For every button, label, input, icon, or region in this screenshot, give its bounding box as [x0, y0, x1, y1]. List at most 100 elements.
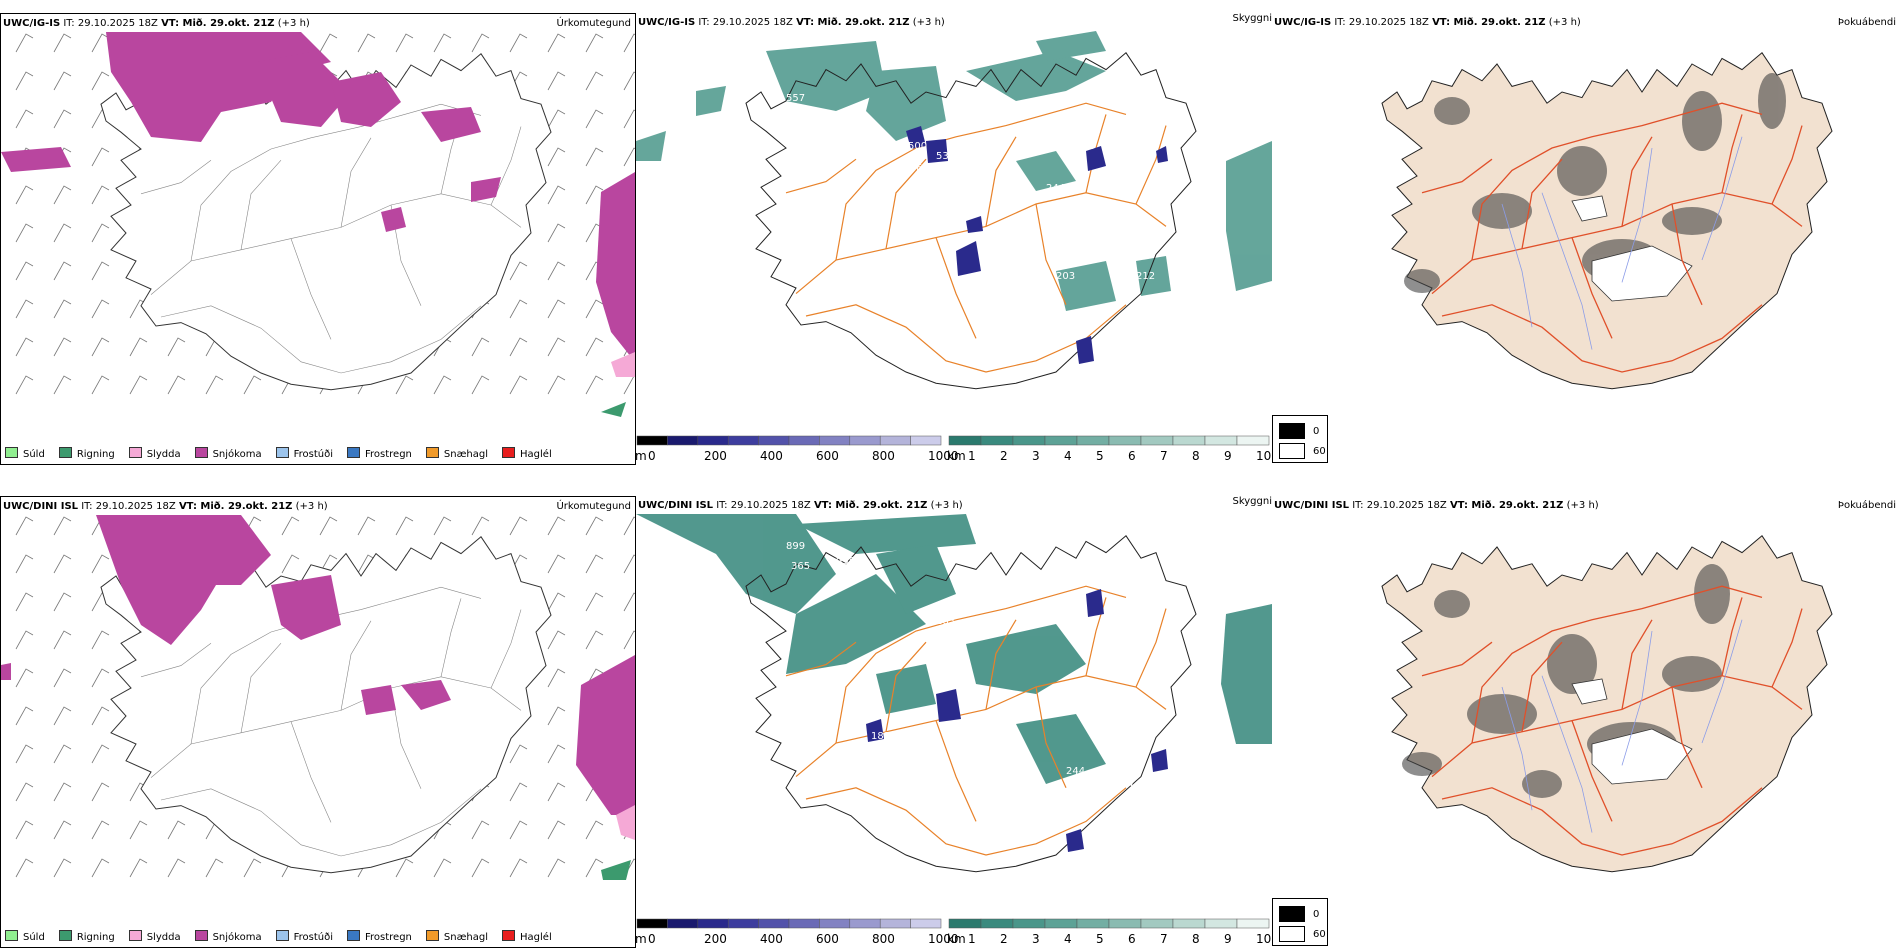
- precip-panel-top: UWC/IG-IS IT: 29.10.2025 18Z VT: Mið. 29…: [0, 13, 636, 465]
- colorbar-swatch: [758, 918, 790, 929]
- colorbar-tick: 9: [1224, 449, 1232, 463]
- precip-type-legend: Súld Rigning Slydda Snjókoma Frostúði Frostre…: [5, 930, 552, 943]
- ceiling-label: 365: [791, 561, 810, 572]
- model-name: UWC/IG-IS: [638, 17, 696, 28]
- legend-label: Snæhagl: [443, 449, 489, 460]
- colorbar-swatch: [1076, 918, 1110, 929]
- fog-map: [1381, 535, 1833, 873]
- ceiling-label: 367: [956, 576, 975, 587]
- colorbar-swatch: [636, 918, 668, 929]
- precip-map: [1, 32, 635, 417]
- ceiling-unit: m: [635, 449, 647, 463]
- colorbar-swatch: [980, 918, 1014, 929]
- model-name: UWC/DINI ISL: [638, 500, 714, 511]
- iceland-outline: [1381, 52, 1833, 390]
- precip-legend-item: Frostregn: [347, 447, 412, 460]
- precip-legend-item: Súld: [5, 930, 45, 943]
- precip-legend-item: Snjókoma: [194, 930, 262, 943]
- rivers: [1501, 136, 1743, 350]
- legend-swatch: [128, 930, 142, 941]
- ceiling-label: 294: [1046, 696, 1065, 707]
- precip-legend-item: Rigning: [58, 930, 115, 943]
- colorbar-tick: 0: [648, 932, 656, 946]
- colorbar-tick: 2: [1000, 449, 1008, 463]
- colorbar-swatch: [879, 435, 911, 446]
- ceiling-label: 212: [1136, 271, 1155, 282]
- model-name: UWC/DINI ISL: [1274, 500, 1350, 511]
- colorbar-swatch: [788, 435, 820, 446]
- legend-swatch: [347, 447, 360, 458]
- precip-legend-item: Rigning: [58, 447, 115, 460]
- colorbar-tick: 3: [1032, 932, 1040, 946]
- colorbar-swatch: [1012, 918, 1046, 929]
- ceiling-label: 615: [916, 163, 935, 174]
- legend-swatch: [425, 930, 439, 941]
- colorbar-swatch: [1140, 435, 1174, 446]
- road-network: [140, 586, 522, 857]
- precip-legend-item: Frostúði: [275, 930, 333, 943]
- colorbar-tick: 0: [648, 449, 656, 463]
- colorbar-swatch: [1044, 918, 1078, 929]
- ceiling-label: 180: [1061, 223, 1080, 234]
- glaciers: [1571, 678, 1693, 785]
- colorbar-tick: 1000: [928, 449, 959, 463]
- glaciers: [1571, 195, 1693, 302]
- ceiling-label: 534: [936, 151, 955, 162]
- colorbar-tick: 400: [760, 449, 783, 463]
- init-time: IT: 29.10.2025 18Z: [1352, 500, 1447, 511]
- colorbar-swatch: [1108, 918, 1142, 929]
- legend-swatch: [58, 447, 72, 458]
- ceiling-label: 213: [954, 157, 973, 168]
- panel-header: UWC/DINI ISL IT: 29.10.2025 18Z VT: Mið.…: [3, 501, 328, 512]
- colorbar-swatch: [788, 918, 820, 929]
- visibility-colorbar: km 1 2 3 4 5 6 7 8 9 10: [947, 918, 1271, 946]
- valid-time: VT: Mið. 29.okt. 21Z: [161, 18, 275, 29]
- precip-legend-item: Slydda: [128, 447, 181, 460]
- ceiling-label: 244: [1046, 183, 1065, 194]
- colorbar-tick: 3: [1032, 449, 1040, 463]
- legend-label: Súld: [23, 449, 45, 460]
- legend-swatch: [275, 930, 289, 941]
- panel-header: UWC/IG-IS IT: 29.10.2025 18Z VT: Mið. 29…: [638, 17, 945, 28]
- colorbar-tick: 8: [1192, 449, 1200, 463]
- legend-swatch: [502, 930, 516, 941]
- colorbar-swatch: [1076, 435, 1110, 446]
- legend-label: Slydda: [146, 449, 181, 460]
- colorbar-tick: 10: [1256, 449, 1272, 463]
- precip-legend-item: Snæhagl: [425, 447, 489, 460]
- snow-areas: [1, 515, 635, 815]
- colorbar-swatch: [1204, 918, 1238, 929]
- precip-legend-item: Slydda: [128, 930, 181, 943]
- fog-legend-item: 60: [1279, 443, 1326, 459]
- legend-swatch: [5, 447, 18, 458]
- lead-time: (+3 h): [1566, 500, 1599, 511]
- colorbar-swatch: [1236, 918, 1270, 929]
- colorbar-swatch: [819, 435, 851, 446]
- panel-header: UWC/IG-IS IT: 29.10.2025 18Z VT: Mið. 29…: [1274, 17, 1581, 28]
- iceland-outline: [745, 535, 1197, 873]
- colorbar-swatch: [727, 918, 759, 929]
- colorbar-swatch: [1044, 435, 1078, 446]
- road-network: [1421, 585, 1803, 856]
- valid-time: VT: Mið. 29.okt. 21Z: [813, 500, 928, 511]
- ceiling-colorbar-ramp: [636, 918, 942, 929]
- legend-label: Súld: [23, 932, 45, 943]
- fog-legend-item: 0: [1279, 906, 1319, 922]
- colorbar-swatch: [667, 435, 699, 446]
- legend-swatch: [425, 447, 439, 458]
- visibility-areas: [636, 514, 1272, 784]
- fog-legend: 0 60: [1272, 415, 1328, 463]
- colorbar-swatch: [1108, 435, 1142, 446]
- colorbar-tick: 7: [1160, 449, 1168, 463]
- precip-legend-item: Snjókoma: [194, 447, 262, 460]
- cloud-map: 899 365 958 367 183 294 162 223 244 447 182 364: [636, 514, 1272, 873]
- colorbar-swatch: [980, 435, 1014, 446]
- colorbar-swatch: [1204, 435, 1238, 446]
- rivers: [1501, 619, 1743, 833]
- ceiling-label: 182: [871, 731, 890, 742]
- colorbar-tick: 600: [816, 449, 839, 463]
- model-name: UWC/IG-IS: [3, 18, 61, 29]
- legend-swatch: [5, 930, 18, 941]
